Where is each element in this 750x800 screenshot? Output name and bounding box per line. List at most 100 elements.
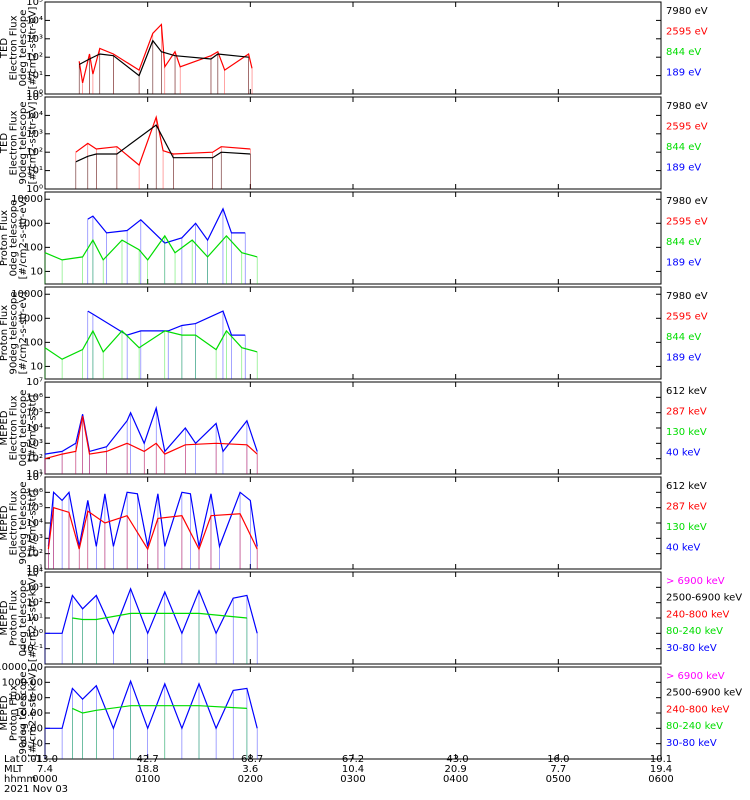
- date-label: 2021 Nov 03: [4, 784, 68, 795]
- x-tick-label: -68.7: [237, 754, 263, 765]
- y-tick-label: 10⁵: [26, 0, 43, 8]
- legend-entry: 7980 eV: [666, 196, 708, 207]
- legend-entry: 7980 eV: [666, 101, 708, 112]
- x-tick-label: 0200: [238, 774, 263, 785]
- legend-entry: 844 eV: [666, 237, 701, 248]
- legend-entry: 130 keV: [666, 427, 707, 438]
- y-tick-label: 10⁴: [26, 567, 43, 578]
- series-line: [44, 405, 258, 455]
- y-axis-label: [#/cm2-s-str]: [28, 394, 39, 461]
- y-tick-label: 10⁰: [26, 184, 43, 195]
- x-tick-label: 67.2: [342, 754, 364, 765]
- y-tick-label: 10⁷: [26, 377, 43, 388]
- legend-entry: 844 eV: [666, 47, 701, 58]
- y-tick-label: 10⁴: [26, 518, 43, 529]
- legend-entry: 2595 eV: [666, 216, 708, 227]
- panel-frame: [44, 1, 662, 95]
- y-axis-label: [#/cm2-s-str-eV]: [28, 7, 39, 90]
- y-tick-label: 10²: [26, 454, 43, 465]
- y-tick-label: 10¹: [26, 564, 43, 575]
- legend-entry: 30-80 keV: [666, 643, 717, 654]
- legend-entry: 287 keV: [666, 406, 707, 417]
- series-line: [44, 329, 258, 360]
- series-line: [87, 207, 246, 244]
- x-tick-label: 0400: [443, 774, 468, 785]
- x-tick-label: 0600: [648, 774, 673, 785]
- legend-entry: 844 eV: [666, 332, 701, 343]
- x-tick-label: -43.0: [443, 754, 469, 765]
- y-tick-label: 0.01: [21, 754, 43, 765]
- legend-entry: 287 keV: [666, 501, 707, 512]
- series-line: [44, 234, 258, 261]
- y-tick-label: 10⁰: [26, 628, 43, 639]
- y-tick-label: 10⁵: [26, 408, 43, 419]
- y-tick-label: 10⁰: [26, 89, 43, 100]
- legend-entry: 7980 eV: [666, 6, 708, 17]
- y-tick-label: 1000: [18, 313, 43, 324]
- y-tick-label: 1.00: [21, 723, 43, 734]
- y-axis-label: Electron Flux: [9, 15, 20, 80]
- y-axis-label: 90deg telescope: [18, 671, 29, 754]
- x-tick-label: 10.4: [342, 764, 364, 775]
- y-tick-label: 10: [30, 361, 43, 372]
- y-axis-label: 0deg telescope: [18, 390, 29, 467]
- legend-entry: 189 eV: [666, 162, 701, 173]
- y-axis-label: MEPED: [0, 600, 10, 635]
- y-axis-label: 0deg telescope: [9, 200, 20, 277]
- legend-entry: 2500-6900 keV: [666, 688, 742, 699]
- legend-entry: 612 keV: [666, 386, 707, 397]
- y-axis-label: [#/cm2-s-str]: [28, 489, 39, 556]
- y-tick-label: 10000.00: [0, 662, 43, 673]
- x-tick-label: -13.0: [32, 754, 58, 765]
- legend-entry: 7980 eV: [666, 291, 708, 302]
- x-tick-label: 16.0: [547, 754, 569, 765]
- legend-entry: 189 eV: [666, 67, 701, 78]
- x-row-label: MLT: [4, 764, 24, 775]
- y-tick-label: 10⁶: [26, 392, 43, 403]
- y-axis-label: 0deg telescope: [18, 10, 29, 87]
- x-tick-label: 19.4: [650, 764, 672, 775]
- y-tick-label: 1000: [18, 218, 43, 229]
- y-tick-label: 10.00: [14, 708, 43, 719]
- y-tick-label: 10⁴: [26, 110, 43, 121]
- y-axis-label: TED: [0, 38, 10, 59]
- y-axis-label: MEPED: [0, 695, 10, 730]
- x-tick-label: 18.8: [137, 764, 159, 775]
- x-tick-label: 3.6: [242, 764, 258, 775]
- y-tick-label: 0.10: [21, 739, 43, 750]
- series-line: [72, 612, 247, 621]
- y-axis-label: 90deg telescope: [9, 291, 20, 374]
- y-tick-label: 100: [24, 242, 43, 253]
- y-axis-label: MEPED: [0, 505, 10, 540]
- y-tick-label: 10³: [26, 34, 43, 45]
- panel-frame: [44, 286, 662, 380]
- y-axis-label: Electron Flux: [9, 110, 20, 175]
- y-tick-label: 100: [24, 337, 43, 348]
- y-axis-label: [#/cm2-s-str-keV]: [28, 669, 39, 757]
- y-tick-label: 10³: [26, 438, 43, 449]
- y-tick-label: 10⁵: [26, 92, 43, 103]
- x-tick-label: 0100: [135, 774, 160, 785]
- y-tick-label: 10³: [26, 129, 43, 140]
- y-tick-label: 10⁷: [26, 472, 43, 483]
- y-axis-label: MEPED: [0, 410, 10, 445]
- y-tick-label: 10³: [26, 582, 43, 593]
- series-line: [47, 490, 258, 549]
- legend-entry: 80-240 keV: [666, 626, 723, 637]
- legend-entry: 189 eV: [666, 257, 701, 268]
- series-line: [45, 679, 258, 731]
- legend-entry: 240-800 keV: [666, 704, 730, 715]
- y-tick-label: 10⁴: [26, 423, 43, 434]
- y-tick-label: 10²: [26, 549, 43, 560]
- y-tick-label: 10³: [26, 533, 43, 544]
- legend-entry: 80-240 keV: [666, 721, 723, 732]
- x-row-label: Lat: [4, 754, 20, 765]
- y-tick-label: 10000: [11, 289, 43, 300]
- y-axis-label: [#/cm2-s-str-eV]: [18, 292, 29, 375]
- y-tick-label: 10²: [26, 147, 43, 158]
- legend-entry: 130 keV: [666, 522, 707, 533]
- legend-entry: > 6900 keV: [666, 671, 725, 682]
- y-axis-label: Proton Flux: [0, 210, 10, 266]
- legend-entry: > 6900 keV: [666, 576, 725, 587]
- y-tick-label: 100.00: [8, 693, 43, 704]
